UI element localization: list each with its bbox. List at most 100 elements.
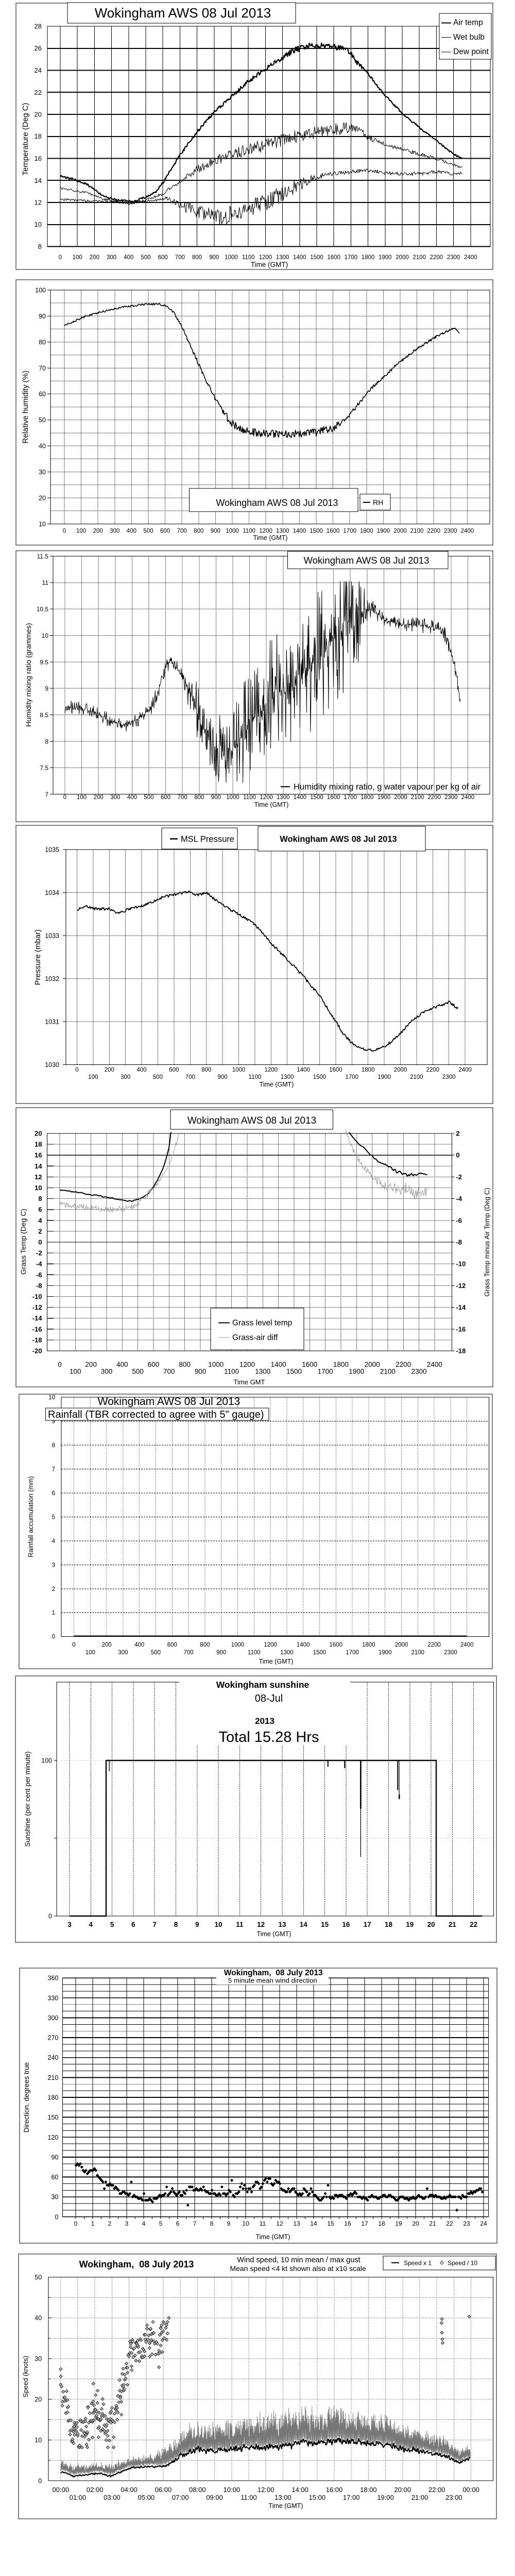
svg-text:11.5: 11.5 (37, 553, 49, 560)
svg-text:10: 10 (35, 2437, 42, 2444)
svg-text:400: 400 (116, 1361, 128, 1368)
svg-text:1800: 1800 (333, 1361, 349, 1368)
svg-text:400: 400 (127, 794, 137, 801)
svg-text:2100: 2100 (411, 794, 424, 801)
svg-text:1200: 1200 (264, 1642, 277, 1648)
svg-text:1700: 1700 (318, 1368, 333, 1376)
svg-text:10:00: 10:00 (224, 2486, 241, 2494)
svg-text:900: 900 (211, 794, 221, 801)
svg-text:-12: -12 (32, 1303, 42, 1311)
svg-text:1600: 1600 (302, 1361, 317, 1368)
svg-text:12: 12 (257, 1921, 265, 1928)
svg-text:40: 40 (35, 2315, 42, 2322)
svg-text:2000: 2000 (394, 794, 407, 801)
svg-text:7: 7 (45, 791, 48, 798)
svg-text:-4: -4 (36, 1260, 42, 1268)
svg-text:5: 5 (159, 2220, 163, 2227)
svg-text:2400: 2400 (464, 255, 477, 261)
svg-text:70: 70 (39, 365, 46, 372)
svg-text:500: 500 (143, 528, 153, 534)
svg-text:200: 200 (105, 1067, 114, 1073)
svg-text:7: 7 (193, 2220, 197, 2227)
svg-text:Wokingham AWS 08 Jul 2013: Wokingham AWS 08 Jul 2013 (95, 5, 271, 21)
svg-text:1600: 1600 (327, 528, 340, 534)
svg-text:1030: 1030 (45, 1061, 59, 1069)
svg-text:-14: -14 (32, 1314, 43, 1322)
svg-text:600: 600 (169, 1067, 179, 1073)
svg-text:300: 300 (48, 2014, 59, 2022)
svg-text:600: 600 (158, 255, 168, 261)
svg-text:4: 4 (142, 2220, 146, 2227)
svg-text:1: 1 (91, 2220, 95, 2227)
svg-text:Temperature (Deg C): Temperature (Deg C) (21, 103, 30, 176)
svg-text:18:00: 18:00 (360, 2486, 377, 2494)
svg-text:2013: 2013 (255, 1716, 274, 1726)
svg-text:00:00: 00:00 (53, 2486, 70, 2494)
svg-text:8.5: 8.5 (40, 711, 48, 719)
svg-text:1600: 1600 (330, 1642, 343, 1648)
svg-text:1200: 1200 (259, 528, 272, 534)
svg-text:700: 700 (175, 255, 185, 261)
svg-text:Wokingham sunshine: Wokingham sunshine (216, 1680, 310, 1690)
svg-text:2100: 2100 (411, 1650, 425, 1656)
svg-text:20: 20 (412, 2220, 419, 2227)
svg-text:1400: 1400 (297, 1067, 310, 1073)
svg-text:1700: 1700 (346, 1074, 359, 1080)
svg-text:360: 360 (48, 1975, 59, 1982)
svg-text:900: 900 (216, 1650, 226, 1656)
svg-text:1800: 1800 (360, 794, 374, 801)
svg-text:Wind speed, 10 min mean / max: Wind speed, 10 min mean / max gust (237, 2256, 360, 2264)
svg-text:900: 900 (211, 528, 220, 534)
svg-text:06:00: 06:00 (155, 2486, 172, 2494)
svg-text:Time GMT: Time GMT (234, 1378, 265, 1386)
svg-text:10: 10 (35, 221, 42, 228)
svg-text:19: 19 (395, 2220, 402, 2227)
svg-text:100: 100 (85, 1650, 95, 1656)
svg-text:21: 21 (449, 1921, 457, 1928)
svg-text:500: 500 (132, 1368, 144, 1376)
svg-text:-10: -10 (32, 1293, 42, 1300)
svg-text:100: 100 (70, 1368, 81, 1376)
svg-text:Speed / 10: Speed / 10 (448, 2260, 477, 2267)
svg-text:2: 2 (38, 1227, 42, 1235)
svg-text:Time (GMT): Time (GMT) (251, 261, 288, 268)
svg-text:-20: -20 (32, 1347, 42, 1355)
svg-text:Grass-air diff: Grass-air diff (232, 1333, 278, 1342)
svg-text:200: 200 (94, 794, 104, 801)
svg-text:1900: 1900 (377, 1074, 391, 1080)
svg-text:16: 16 (344, 2220, 351, 2227)
svg-text:11: 11 (42, 579, 49, 586)
svg-text:7: 7 (152, 1921, 157, 1928)
svg-text:50: 50 (39, 417, 46, 424)
svg-text:800: 800 (201, 1067, 211, 1073)
svg-text:1800: 1800 (362, 1642, 375, 1648)
svg-text:Air temp: Air temp (453, 19, 483, 27)
svg-text:200: 200 (90, 255, 99, 261)
svg-text:1100: 1100 (248, 1650, 261, 1656)
svg-text:3: 3 (67, 1921, 72, 1928)
svg-text:22: 22 (446, 2220, 453, 2227)
svg-text:300: 300 (101, 1368, 113, 1376)
svg-text:0: 0 (72, 1642, 75, 1648)
svg-text:1200: 1200 (259, 255, 272, 261)
svg-text:0: 0 (38, 2478, 42, 2485)
svg-text:2100: 2100 (413, 255, 426, 261)
svg-text:300: 300 (118, 1650, 128, 1656)
svg-text:01:00: 01:00 (70, 2494, 87, 2501)
svg-text:1300: 1300 (277, 794, 290, 801)
svg-text:50: 50 (35, 2274, 42, 2281)
svg-text:2000: 2000 (396, 255, 409, 261)
svg-text:3: 3 (125, 2220, 129, 2227)
svg-text:90: 90 (51, 2154, 58, 2161)
svg-text:6: 6 (131, 1921, 135, 1928)
svg-text:1200: 1200 (265, 1067, 278, 1073)
svg-text:17:00: 17:00 (343, 2494, 360, 2501)
svg-text:30: 30 (51, 2194, 58, 2201)
svg-text:2100: 2100 (380, 1368, 396, 1376)
svg-text:1100: 1100 (242, 255, 255, 261)
svg-text:100: 100 (88, 1074, 98, 1080)
svg-text:1: 1 (52, 1610, 55, 1616)
svg-text:300: 300 (121, 1074, 130, 1080)
svg-text:1900: 1900 (349, 1368, 364, 1376)
svg-text:Humidity mixing ratio, g water: Humidity mixing ratio, g water vapour pe… (294, 783, 481, 792)
